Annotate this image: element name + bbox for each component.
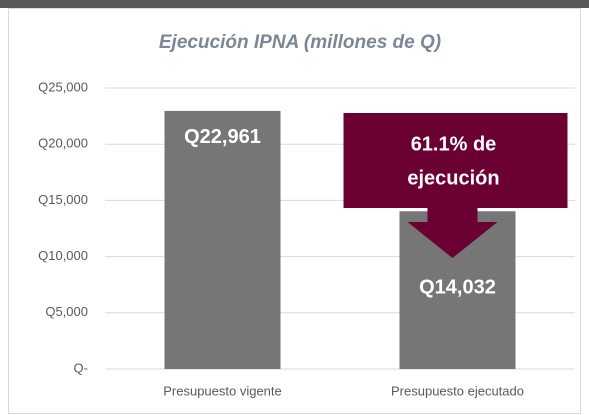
y-tick-label: Q10,000 (38, 248, 88, 263)
x-tick-label: Presupuesto vigente (163, 383, 282, 398)
bar (164, 110, 281, 369)
data-label: Q14,032 (419, 276, 496, 298)
y-tick-label: Q25,000 (38, 79, 88, 94)
y-tick-label: Q20,000 (38, 136, 88, 151)
data-label: Q22,961 (184, 126, 261, 148)
callout-text: 61.1% de (411, 133, 497, 155)
x-tick-label: Presupuesto ejecutado (391, 383, 524, 398)
y-tick-label: Q- (74, 360, 88, 375)
chart-title: Ejecución IPNA (millones de Q) (159, 32, 441, 53)
top-band (0, 0, 589, 8)
callout-box (343, 113, 568, 208)
y-tick-label: Q5,000 (45, 304, 88, 319)
callout-arrow (407, 208, 498, 258)
y-tick-label: Q15,000 (38, 192, 88, 207)
callout-text: ejecución (407, 167, 499, 189)
